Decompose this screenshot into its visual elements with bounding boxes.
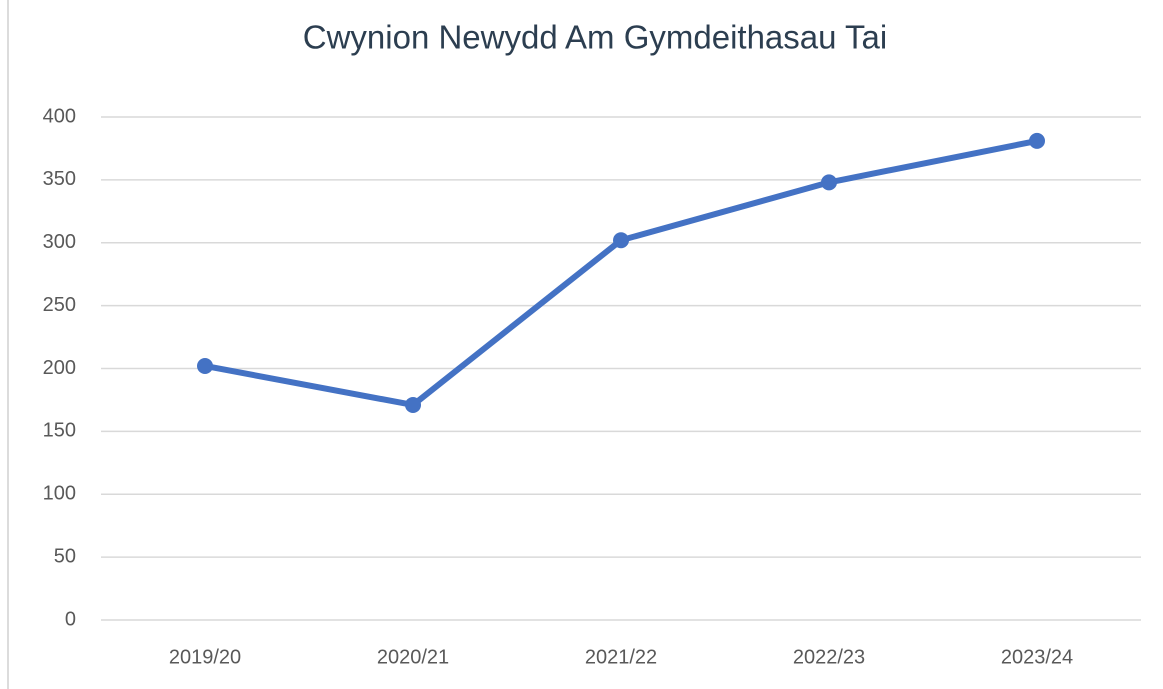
x-tick-label: 2023/24 bbox=[1001, 646, 1073, 668]
data-point bbox=[1029, 132, 1045, 149]
x-tick-label: 2019/20 bbox=[169, 646, 241, 668]
x-tick-label: 2020/21 bbox=[377, 646, 449, 668]
data-point bbox=[405, 396, 421, 413]
y-tick-label: 350 bbox=[43, 168, 76, 190]
chart-title: Cwynion Newydd Am Gymdeithasau Tai bbox=[303, 19, 888, 56]
y-tick-label: 300 bbox=[43, 231, 76, 253]
y-tick-label: 0 bbox=[65, 608, 76, 630]
data-point bbox=[613, 232, 629, 249]
y-tick-label: 400 bbox=[43, 105, 76, 127]
x-tick-label: 2021/22 bbox=[585, 646, 657, 668]
x-tick-label: 2022/23 bbox=[793, 646, 865, 668]
y-tick-label: 200 bbox=[43, 357, 76, 379]
data-point bbox=[197, 357, 213, 374]
y-tick-label: 150 bbox=[43, 420, 76, 442]
y-tick-label: 250 bbox=[43, 294, 76, 316]
data-point bbox=[821, 174, 837, 191]
y-tick-label: 100 bbox=[43, 483, 76, 505]
y-tick-label: 50 bbox=[54, 545, 76, 567]
